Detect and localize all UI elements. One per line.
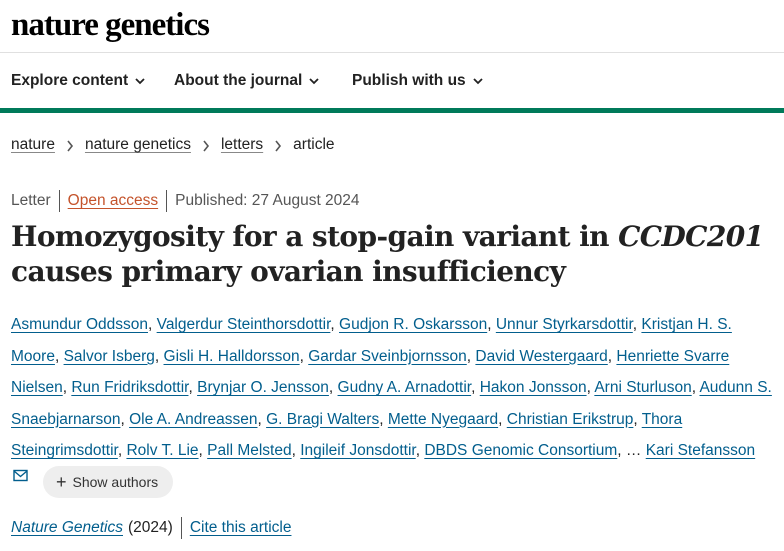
author-link[interactable]: Unnur Styrkarsdottir (495, 316, 633, 333)
author-separator: , (148, 316, 157, 333)
author-link[interactable]: Gudjon R. Oskarsson (339, 316, 488, 333)
author-link[interactable]: David Westergaard (475, 347, 608, 365)
plus-icon: + (56, 472, 67, 492)
cite-this-article-link[interactable]: Cite this article (189, 519, 292, 536)
author-separator: , (498, 410, 507, 428)
author-link[interactable]: Asmundur Oddsson (11, 316, 148, 333)
author-link[interactable]: Salvor Isberg (63, 347, 155, 365)
breadcrumb-nature-genetics[interactable]: nature genetics (84, 136, 191, 153)
breadcrumb-letters[interactable]: letters (220, 136, 264, 153)
author-link[interactable]: Ingileif Jonsdottir (300, 442, 416, 459)
divider (180, 517, 182, 539)
breadcrumb-nature[interactable]: nature (11, 136, 55, 153)
author-link[interactable]: Thora Steingrimsdottir (11, 410, 683, 460)
author-link[interactable]: Christian Erikstrup (506, 410, 634, 428)
author-link[interactable]: Pall Melsted (207, 442, 292, 459)
show-authors-button[interactable]: + Show authors (43, 466, 174, 498)
author-separator: , (62, 379, 72, 396)
nav-item-label: Explore content (11, 72, 129, 89)
title-text: Homozygosity for a stop-gain variant in (11, 220, 619, 253)
divider (58, 190, 60, 212)
author-separator: , (415, 442, 425, 459)
author-link[interactable]: Gudny A. Arnadottir (337, 379, 472, 396)
author-link[interactable]: Rolv T. Lie (126, 442, 199, 459)
author-separator: , (198, 442, 208, 459)
site-header: nature genetics (0, 0, 784, 53)
author-separator: , (257, 410, 267, 428)
breadcrumb: nature nature genetics letters article (11, 134, 335, 156)
breadcrumb-current: article (293, 136, 335, 153)
show-authors-label: Show authors (72, 474, 159, 490)
open-access-link[interactable]: Open access (67, 192, 159, 209)
title-text-2: causes primary ovarian insufficiency (11, 255, 566, 288)
author-link[interactable]: Mette Nyegaard (387, 410, 499, 428)
author-link[interactable]: Run Fridriksdottir (71, 379, 189, 396)
nav-publish-with-us[interactable]: Publish with us (352, 54, 483, 108)
author-separator: , (607, 347, 617, 365)
author-separator: , (471, 379, 480, 396)
journal-logo[interactable]: nature genetics (11, 7, 210, 43)
article-title: Homozygosity for a stop-gain variant in … (11, 219, 771, 289)
author-separator: , (154, 347, 164, 365)
author-link[interactable]: G. Bragi Walters (266, 410, 380, 428)
chevron-down-icon (473, 76, 483, 86)
citation-year: (2024) (128, 519, 173, 536)
author-separator: , (586, 379, 595, 396)
author-separator: , (632, 316, 642, 333)
article-meta: Letter Open access Published: 27 August … (11, 190, 360, 212)
author-link[interactable]: Henriette Svarre Nielsen (11, 347, 730, 397)
journal-link[interactable]: Nature Genetics (11, 519, 123, 536)
author-separator: , (291, 442, 301, 459)
nav-explore-content[interactable]: Explore content (11, 54, 145, 108)
chevron-down-icon (135, 76, 145, 86)
author-separator: , (328, 379, 338, 396)
chevron-right-icon (202, 139, 210, 152)
author-separator: , (120, 410, 130, 428)
author-link[interactable]: Audunn S. Snaebjarnarson (11, 379, 772, 428)
author-link[interactable]: Valgerdur Steinthorsdottir (156, 316, 331, 333)
author-separator: , (617, 442, 626, 459)
nav-about-the-journal[interactable]: About the journal (174, 54, 319, 108)
author-separator: , (633, 410, 642, 428)
article-type: Letter (11, 192, 51, 209)
nav-item-label: About the journal (174, 72, 303, 89)
mail-icon[interactable] (13, 469, 29, 483)
citation-line: Nature Genetics (2024) Cite this article (11, 517, 291, 539)
author-separator: , (54, 347, 64, 365)
author-link[interactable]: DBDS Genomic Consortium (424, 442, 618, 459)
chevron-right-icon (274, 139, 282, 152)
published-date: Published: 27 August 2024 (175, 192, 360, 209)
gene-name: CCDC201 (618, 220, 764, 253)
author-ellipsis: … (625, 442, 642, 459)
author-separator: , (330, 316, 340, 333)
nav-item-label: Publish with us (352, 72, 466, 89)
author-separator: , (188, 379, 198, 396)
author-separator: , (117, 442, 127, 459)
author-link[interactable]: Gardar Sveinbjornsson (308, 347, 467, 365)
author-list: Asmundur Oddsson, Valgerdur Steinthorsdo… (11, 309, 781, 467)
author-separator: , (487, 316, 496, 333)
author-link[interactable]: Arni Sturluson (594, 379, 692, 396)
chevron-right-icon (66, 139, 74, 152)
author-separator: , (466, 347, 476, 365)
author-link[interactable]: Kristjan H. S. Moore (11, 316, 732, 365)
author-separator: , (379, 410, 388, 428)
author-link[interactable]: Gisli H. Halldorsson (163, 347, 300, 365)
chevron-down-icon (309, 76, 319, 86)
author-separator: , (299, 347, 309, 365)
author-link[interactable]: Hakon Jonsson (479, 379, 587, 396)
main-nav: Explore content About the journal Publis… (0, 54, 784, 108)
author-link[interactable]: Brynjar O. Jensson (197, 379, 329, 396)
author-link-corresponding[interactable]: Kari Stefansson (645, 442, 756, 459)
author-separator: , (691, 379, 700, 396)
accent-bar (0, 108, 784, 113)
author-link[interactable]: Ole A. Andreassen (129, 410, 258, 428)
divider (166, 190, 168, 212)
